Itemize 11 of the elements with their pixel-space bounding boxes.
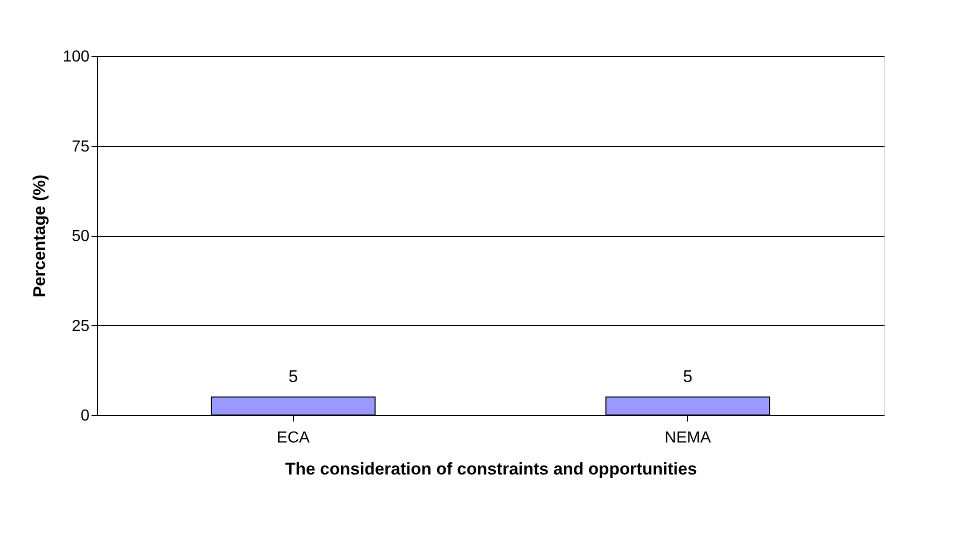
x-tick-label: NEMA <box>664 430 712 446</box>
data-label: 5 <box>288 367 298 386</box>
y-tick-label: 25 <box>72 318 90 335</box>
x-tick-label: ECA <box>276 430 310 446</box>
y-tick-label: 100 <box>62 48 90 66</box>
y-tick-label: 0 <box>80 408 90 424</box>
x-axis-title: The consideration of constraints and opportunities <box>285 460 697 478</box>
data-label: 5 <box>683 367 692 386</box>
y-tick-label: 50 <box>72 228 90 245</box>
y-axis-title: Percentage (%) <box>30 174 49 298</box>
y-tick-label: 75 <box>72 138 90 156</box>
